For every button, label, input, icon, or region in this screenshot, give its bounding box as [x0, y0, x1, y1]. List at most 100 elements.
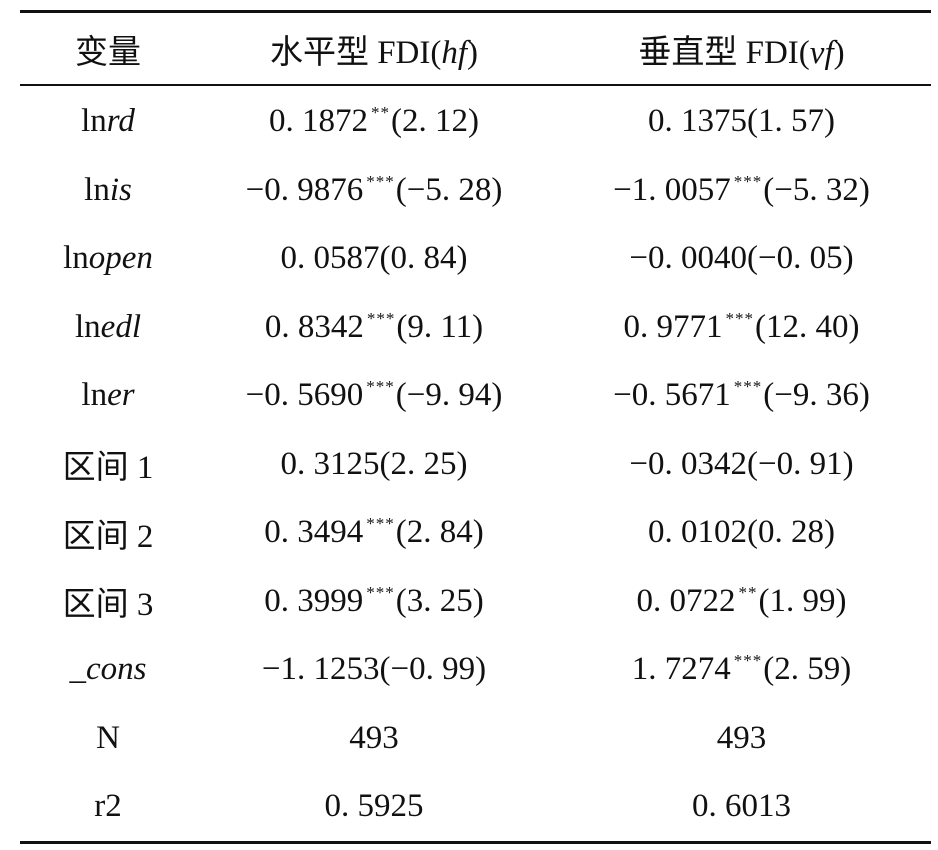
- variable-cell: lnedl: [20, 293, 196, 362]
- t-statistic: (−0. 91): [747, 445, 854, 482]
- header-row: 变量 水平型 FDI(hf) 垂直型 FDI(vf): [20, 13, 931, 84]
- significance-stars: ***: [733, 171, 763, 191]
- t-statistic: (9. 11): [396, 308, 484, 345]
- coefficient-value: −0. 5671: [613, 377, 731, 414]
- header-vertical-fdi-symbol: vf: [809, 34, 834, 71]
- vertical-fdi-cell: 0. 0722 **(1. 99): [552, 567, 931, 636]
- horizontal-fdi-cell: 0. 1872 **(2. 12): [196, 86, 552, 157]
- table-row: lner −0. 5690 ***(−9. 94) −0. 5671 ***(−9. 3…: [20, 362, 931, 431]
- variable-cell: 区间 2: [20, 499, 196, 568]
- variable-prefix: ln: [81, 103, 107, 140]
- variable-prefix: ln: [84, 171, 110, 208]
- significance-stars: ***: [733, 377, 763, 397]
- coefficient-value: 493: [716, 719, 767, 756]
- vertical-fdi-cell: −0. 0040(−0. 05): [552, 225, 931, 294]
- t-statistic: (2. 59): [763, 651, 852, 688]
- vertical-fdi-cell: 493: [552, 704, 931, 773]
- top-rule: [20, 10, 931, 13]
- vertical-fdi-cell: −1. 0057 ***(−5. 32): [552, 156, 931, 225]
- header-horizontal-fdi: 水平型 FDI(hf): [196, 13, 552, 84]
- horizontal-fdi-cell: 0. 3999 ***(3. 25): [196, 567, 552, 636]
- header-horizontal-fdi-text: 水平型 FDI(: [269, 34, 442, 71]
- variable-cell: r2: [20, 773, 196, 842]
- vertical-fdi-cell: −0. 5671 ***(−9. 36): [552, 362, 931, 431]
- variable-prefix: ln: [81, 377, 108, 414]
- t-statistic: (2. 12): [391, 103, 479, 140]
- vertical-fdi-cell: 0. 6013: [552, 773, 931, 842]
- table-body: lnrd 0. 1872 **(2. 12) 0. 1375(1. 57) lnis −0…: [20, 86, 931, 842]
- table-row: 区间 2 0. 3494 ***(2. 84) 0. 0102(0. 28): [20, 499, 931, 568]
- table-row: lnis −0. 9876 ***(−5. 28) −1. 0057 ***(−5. 3…: [20, 156, 931, 225]
- table-row: 区间 1 0. 3125(2. 25) −0. 0342(−0. 91): [20, 430, 931, 499]
- coefficient-value: 0. 1375: [648, 103, 747, 140]
- significance-stars: ***: [366, 514, 395, 534]
- variable-cell: lnis: [20, 156, 196, 225]
- coefficient-value: 0. 1872: [269, 103, 368, 140]
- horizontal-fdi-cell: 0. 3125(2. 25): [196, 430, 552, 499]
- significance-stars: ***: [366, 308, 396, 328]
- t-statistic: (12. 40): [755, 308, 860, 345]
- variable-italic: edl: [100, 308, 141, 345]
- horizontal-fdi-cell: 0. 8342 ***(9. 11): [196, 293, 552, 362]
- t-statistic: (1. 99): [758, 582, 847, 619]
- regression-table: 变量 水平型 FDI(hf) 垂直型 FDI(vf) lnrd 0. 1872 **…: [20, 10, 931, 844]
- significance-stars: ***: [725, 308, 754, 328]
- vertical-fdi-cell: 0. 9771 ***(12. 40): [552, 293, 931, 362]
- table-row: _cons −1. 1253(−0. 99) 1. 7274 ***(2. 59): [20, 636, 931, 705]
- variable-cell: 区间 3: [20, 567, 196, 636]
- coefficient-value: 0. 3999: [264, 582, 364, 619]
- t-statistic: (0. 28): [747, 514, 835, 551]
- horizontal-fdi-cell: −0. 5690 ***(−9. 94): [196, 362, 552, 431]
- t-statistic: (−5. 32): [763, 171, 870, 208]
- table-row: lnrd 0. 1872 **(2. 12) 0. 1375(1. 57): [20, 86, 931, 157]
- variable-cell: N: [20, 704, 196, 773]
- coefficient-value: 493: [349, 719, 399, 756]
- vertical-fdi-cell: 1. 7274 ***(2. 59): [552, 636, 931, 705]
- variable-italic: rd: [106, 103, 135, 140]
- results-body-table: lnrd 0. 1872 **(2. 12) 0. 1375(1. 57) lnis −0…: [20, 86, 931, 842]
- coefficient-value: 0. 6013: [692, 788, 791, 825]
- variable-cell: 区间 1: [20, 430, 196, 499]
- variable-cell: lnrd: [20, 86, 196, 157]
- table-row: lnedl 0. 8342 ***(9. 11) 0. 9771 ***(12. 40): [20, 293, 931, 362]
- coefficient-value: −0. 0040: [629, 240, 748, 277]
- coefficient-value: −1. 0057: [613, 171, 731, 208]
- variable-prefix: N: [96, 719, 120, 756]
- variable-italic: er: [107, 377, 135, 414]
- t-statistic: (−0. 99): [379, 651, 487, 688]
- coefficient-value: 0. 3494: [264, 514, 364, 551]
- t-statistic: (3. 25): [395, 582, 484, 619]
- significance-stars: **: [371, 103, 390, 123]
- coefficient-value: −0. 5690: [245, 377, 364, 414]
- coefficient-value: −1. 1253: [261, 651, 380, 688]
- t-statistic: (−9. 36): [763, 377, 870, 414]
- variable-prefix: ln: [63, 240, 89, 277]
- coefficient-value: 0. 5925: [324, 788, 424, 825]
- table-row: r2 0. 5925 0. 6013: [20, 773, 931, 842]
- vertical-fdi-cell: 0. 0102(0. 28): [552, 499, 931, 568]
- significance-stars: **: [738, 582, 758, 602]
- header-vertical-fdi-text: 垂直型 FDI(: [638, 34, 810, 71]
- variable-prefix: ln: [75, 308, 101, 345]
- header-vertical-fdi: 垂直型 FDI(vf): [552, 13, 931, 84]
- variable-italic: is: [109, 171, 132, 208]
- variable-prefix: _: [69, 651, 87, 688]
- header-variable-text: 变量: [75, 34, 141, 71]
- horizontal-fdi-cell: 493: [196, 704, 552, 773]
- significance-stars: ***: [366, 377, 395, 397]
- horizontal-fdi-cell: −0. 9876 ***(−5. 28): [196, 156, 552, 225]
- variable-italic: open: [88, 240, 153, 277]
- coefficient-value: 0. 8342: [264, 308, 364, 345]
- variable-prefix: 区间 1: [62, 450, 154, 487]
- coefficient-value: 0. 0102: [648, 514, 747, 551]
- significance-stars: ***: [366, 171, 395, 191]
- coefficient-value: 0. 0587: [280, 240, 380, 277]
- variable-prefix: 区间 2: [62, 518, 154, 555]
- significance-stars: ***: [733, 651, 763, 671]
- vertical-fdi-cell: 0. 1375(1. 57): [552, 86, 931, 157]
- coefficient-value: −0. 9876: [245, 171, 364, 208]
- t-statistic: (−0. 05): [747, 240, 854, 277]
- vertical-fdi-cell: −0. 0342(−0. 91): [552, 430, 931, 499]
- variable-prefix: r2: [94, 788, 122, 825]
- bottom-rule: [20, 841, 931, 844]
